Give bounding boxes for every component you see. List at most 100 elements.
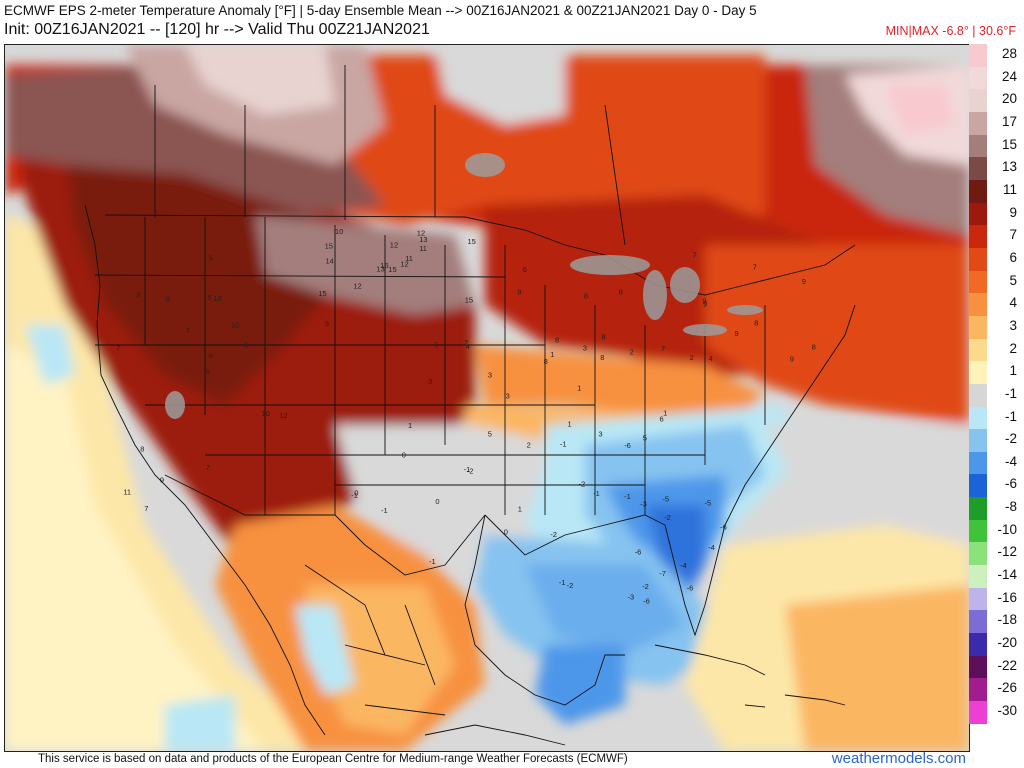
cuba: [654, 644, 766, 676]
legend-item: -16: [969, 587, 1021, 611]
legend-label: -22: [997, 657, 1017, 673]
legend-swatch: [969, 610, 987, 634]
legend-item: 3: [969, 315, 1021, 339]
station-value: 7: [661, 344, 665, 353]
station-value: 15: [325, 241, 333, 250]
station-value: -1: [351, 491, 358, 500]
mexico-state-lines: [304, 564, 446, 716]
station-value: -6: [643, 596, 650, 605]
legend-item: -1: [969, 406, 1021, 430]
legend-item: -14: [969, 565, 1021, 588]
legend-item: 1: [969, 361, 1021, 384]
legend-item: 24: [969, 66, 1021, 90]
legend-label: -1: [1004, 385, 1017, 401]
station-value: 8: [812, 343, 816, 352]
station-value: 8: [140, 444, 144, 453]
station-value: 8: [555, 335, 559, 344]
station-value: 8: [600, 353, 604, 362]
station-value: 1: [663, 408, 667, 417]
legend-swatch: [969, 519, 987, 543]
station-values: 1515161511121212131210151415131175108711…: [116, 227, 816, 605]
station-value: 12: [390, 241, 398, 250]
station-value: 13: [419, 235, 427, 244]
station-value: 1: [518, 505, 522, 514]
station-value: -7: [659, 569, 666, 578]
legend-label: 28: [1001, 46, 1017, 61]
legend-item: -18: [969, 610, 1021, 634]
atlantic-gulf-coastline: [484, 304, 856, 637]
color-legend: 28 24 20 17 15 13 11 9 7 6 5 4 3 2 1 -1 -1 -2 -4 -6 -8 -10 -12…: [969, 44, 1021, 724]
legend-label: -12: [997, 544, 1017, 560]
station-value: 8: [602, 332, 606, 341]
legend-swatch: [969, 157, 987, 180]
station-value: -2: [579, 480, 586, 489]
station-value: 10: [231, 321, 239, 330]
station-value: 7: [206, 463, 210, 472]
station-value: 1: [568, 419, 572, 428]
attribution-text: This service is based on data and produc…: [38, 753, 628, 765]
central-america-coast: [424, 724, 566, 746]
legend-label: 13: [1001, 159, 1017, 175]
station-value: 3: [583, 344, 587, 353]
legend-swatch: [969, 655, 987, 679]
gulf-coastline-mexico: [464, 514, 625, 706]
station-value: 9: [166, 294, 170, 303]
station-value: 9: [802, 277, 806, 286]
legend-label: -10: [997, 521, 1017, 537]
lake-erie: [683, 324, 727, 336]
legend-label: -1: [1004, 408, 1017, 424]
station-value: 15: [468, 237, 476, 246]
great-salt-lake: [165, 391, 185, 419]
station-value: 5: [488, 429, 492, 438]
legend-swatch: [969, 225, 987, 248]
station-value: 3: [506, 392, 510, 401]
legend-swatch: [969, 429, 987, 452]
legend-swatch: [969, 338, 987, 362]
station-value: 0: [504, 527, 508, 536]
us-mexico-border: [164, 474, 486, 576]
station-value: 14: [326, 256, 334, 265]
brand-link[interactable]: weathermodels.com: [831, 750, 966, 767]
station-value: 3: [598, 429, 602, 438]
legend-item: 28: [969, 44, 1021, 67]
station-value: 8: [619, 287, 623, 296]
legend-label: 5: [1009, 272, 1017, 288]
legend-item: 9: [969, 202, 1021, 226]
station-value: -2: [467, 467, 474, 476]
legend-swatch: [969, 474, 987, 498]
station-value: 0: [435, 497, 439, 506]
legend-item: 4: [969, 293, 1021, 316]
legend-label: 9: [1009, 204, 1017, 220]
legend-item: -4: [969, 451, 1021, 475]
station-value: -1: [381, 506, 388, 515]
station-value: -1: [560, 440, 567, 449]
legend-label: 11: [1002, 181, 1017, 197]
map-title: ECMWF EPS 2-meter Temperature Anomaly [°…: [4, 3, 757, 18]
legend-item: -2: [969, 429, 1021, 452]
lake-winnipeg: [465, 153, 505, 177]
legend-swatch: [969, 701, 987, 724]
legend-swatch: [969, 89, 987, 112]
legend-label: 4: [1009, 295, 1017, 311]
legend-item: 20: [969, 89, 1021, 112]
station-value: 10: [335, 227, 343, 236]
lakes: [165, 153, 763, 419]
legend-label: -18: [997, 612, 1017, 628]
legend-label: 6: [1009, 249, 1017, 265]
station-value: 3: [428, 377, 432, 386]
legend-label: 24: [1001, 68, 1017, 84]
hispaniola: [784, 694, 846, 706]
station-value: 4: [466, 342, 470, 351]
legend-label: -16: [997, 589, 1017, 605]
station-value: -2: [550, 530, 557, 539]
legend-swatch: [969, 451, 987, 475]
legend-label: -30: [997, 703, 1017, 719]
lake-michigan: [643, 270, 667, 320]
station-value: 11: [419, 244, 427, 253]
legend-item: -20: [969, 633, 1021, 656]
station-value: 2: [527, 440, 531, 449]
station-value: 5: [643, 434, 647, 443]
legend-label: 15: [1001, 136, 1017, 152]
station-value: 7: [753, 263, 757, 272]
station-value: 9: [160, 476, 164, 485]
